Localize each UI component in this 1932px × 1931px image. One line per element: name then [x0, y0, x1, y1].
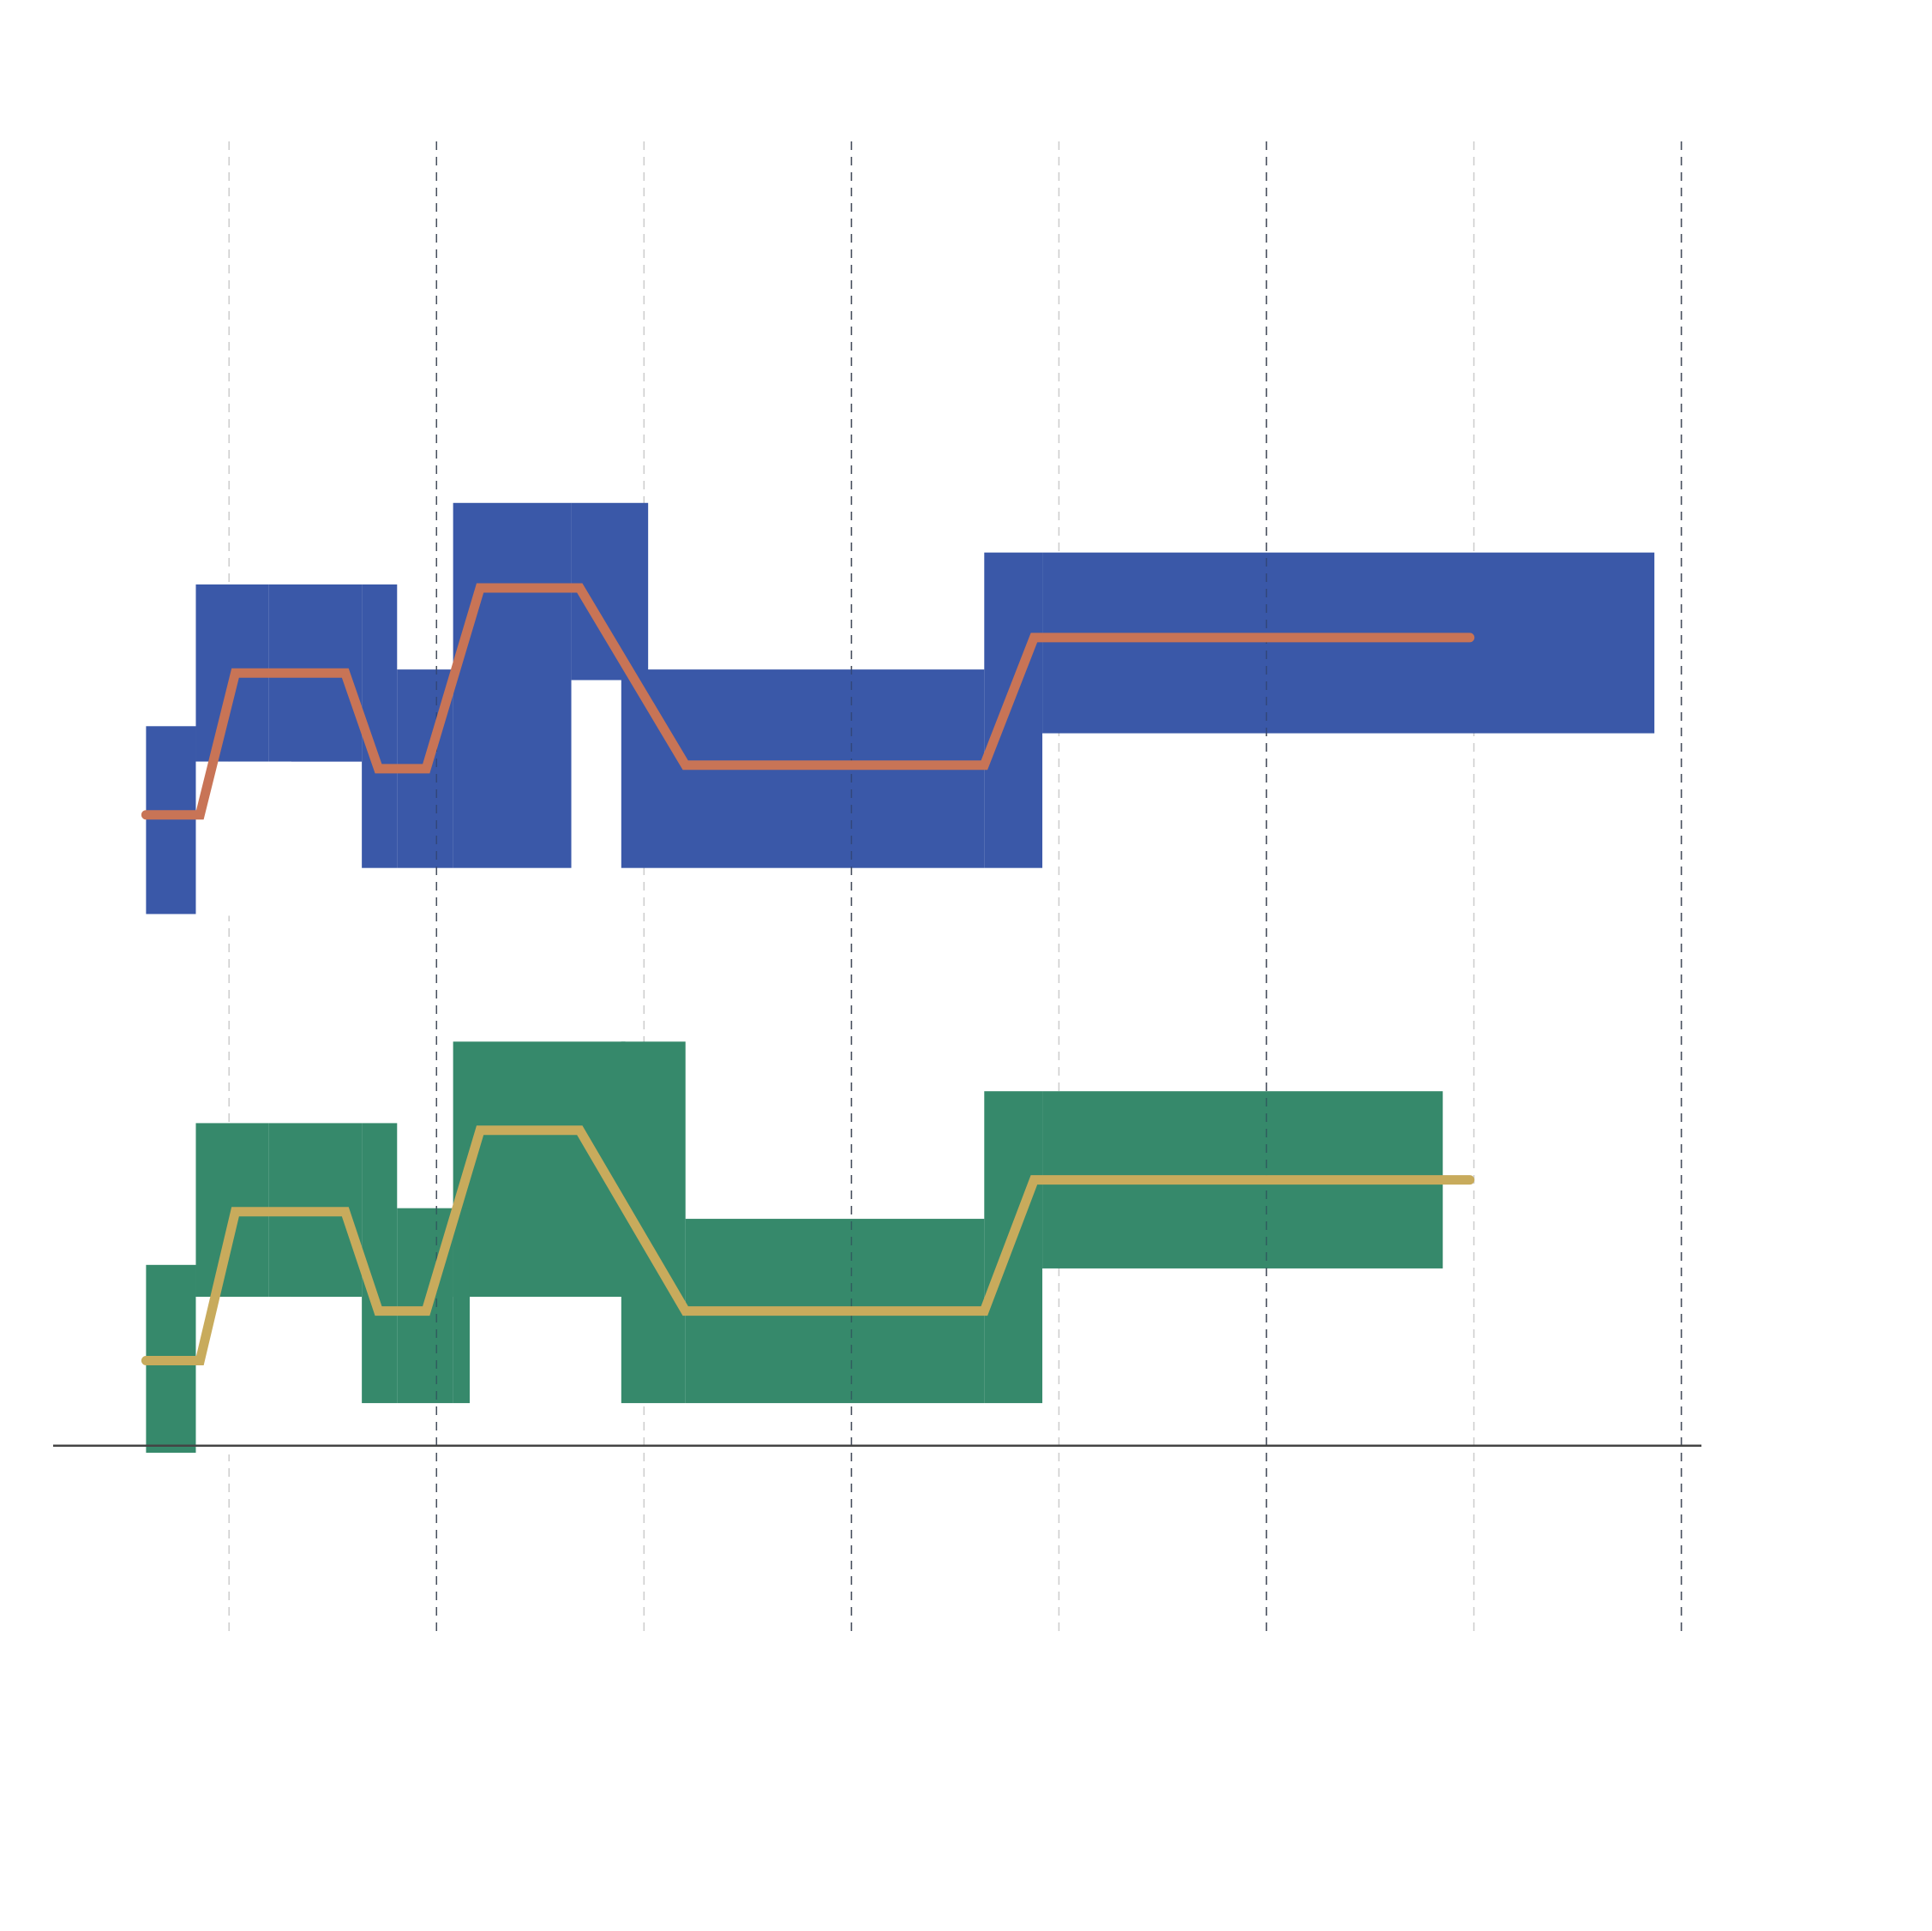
- band-segment-1: [146, 726, 196, 915]
- band-segment-2: [453, 1208, 470, 1404]
- band-gap: [571, 680, 621, 870]
- series-line-1: [141, 583, 1475, 820]
- band-segment-2: [453, 1041, 626, 1298]
- band-segment-2: [362, 1123, 398, 1404]
- band-gap: [195, 761, 291, 916]
- band-segment-1: [1042, 552, 1655, 734]
- band-segment-1: [984, 552, 1043, 868]
- band-segment-1: [453, 502, 572, 868]
- band-gap: [469, 1297, 621, 1454]
- grid-lines: [228, 141, 1683, 1637]
- series-line-2: [141, 1125, 1475, 1365]
- series-lines: [141, 583, 1475, 1365]
- bands: [146, 141, 1683, 1637]
